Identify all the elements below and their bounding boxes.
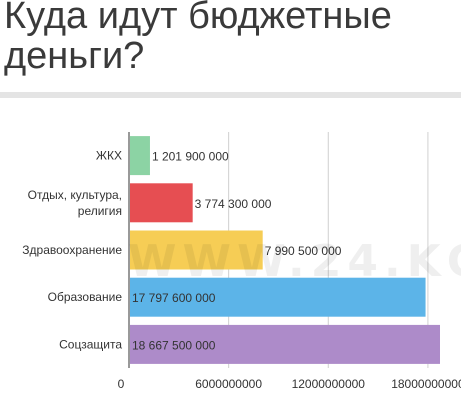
- category-label: Образование: [48, 290, 123, 304]
- data-label: 18 667 500 000: [132, 338, 216, 352]
- bar: [130, 136, 150, 176]
- watermark: WWW.24.KG: [128, 236, 461, 287]
- category-label: ЖКХ: [96, 149, 122, 163]
- x-tick-label: 12000000000: [292, 377, 366, 391]
- title-divider: [0, 92, 461, 98]
- bar: [130, 230, 263, 270]
- data-label: 3 774 300 000: [195, 197, 272, 211]
- bar: [130, 183, 193, 223]
- x-tick-label: 0: [118, 377, 125, 391]
- category-label: Соцзащита: [59, 337, 122, 351]
- bar: [130, 324, 440, 364]
- page-title: Куда идут бюджетные деньги?: [4, 0, 392, 77]
- category-label: Отдых, культура,: [28, 188, 122, 202]
- category-label: религия: [78, 204, 122, 218]
- bar: [130, 277, 426, 317]
- data-label: 7 990 500 000: [265, 244, 342, 258]
- category-label: Здравоохранение: [22, 243, 122, 257]
- x-tick-label: 6000000000: [195, 377, 262, 391]
- data-label: 1 201 900 000: [152, 150, 229, 164]
- x-tick-label: 18000000000: [391, 377, 461, 391]
- data-label: 17 797 600 000: [132, 291, 216, 305]
